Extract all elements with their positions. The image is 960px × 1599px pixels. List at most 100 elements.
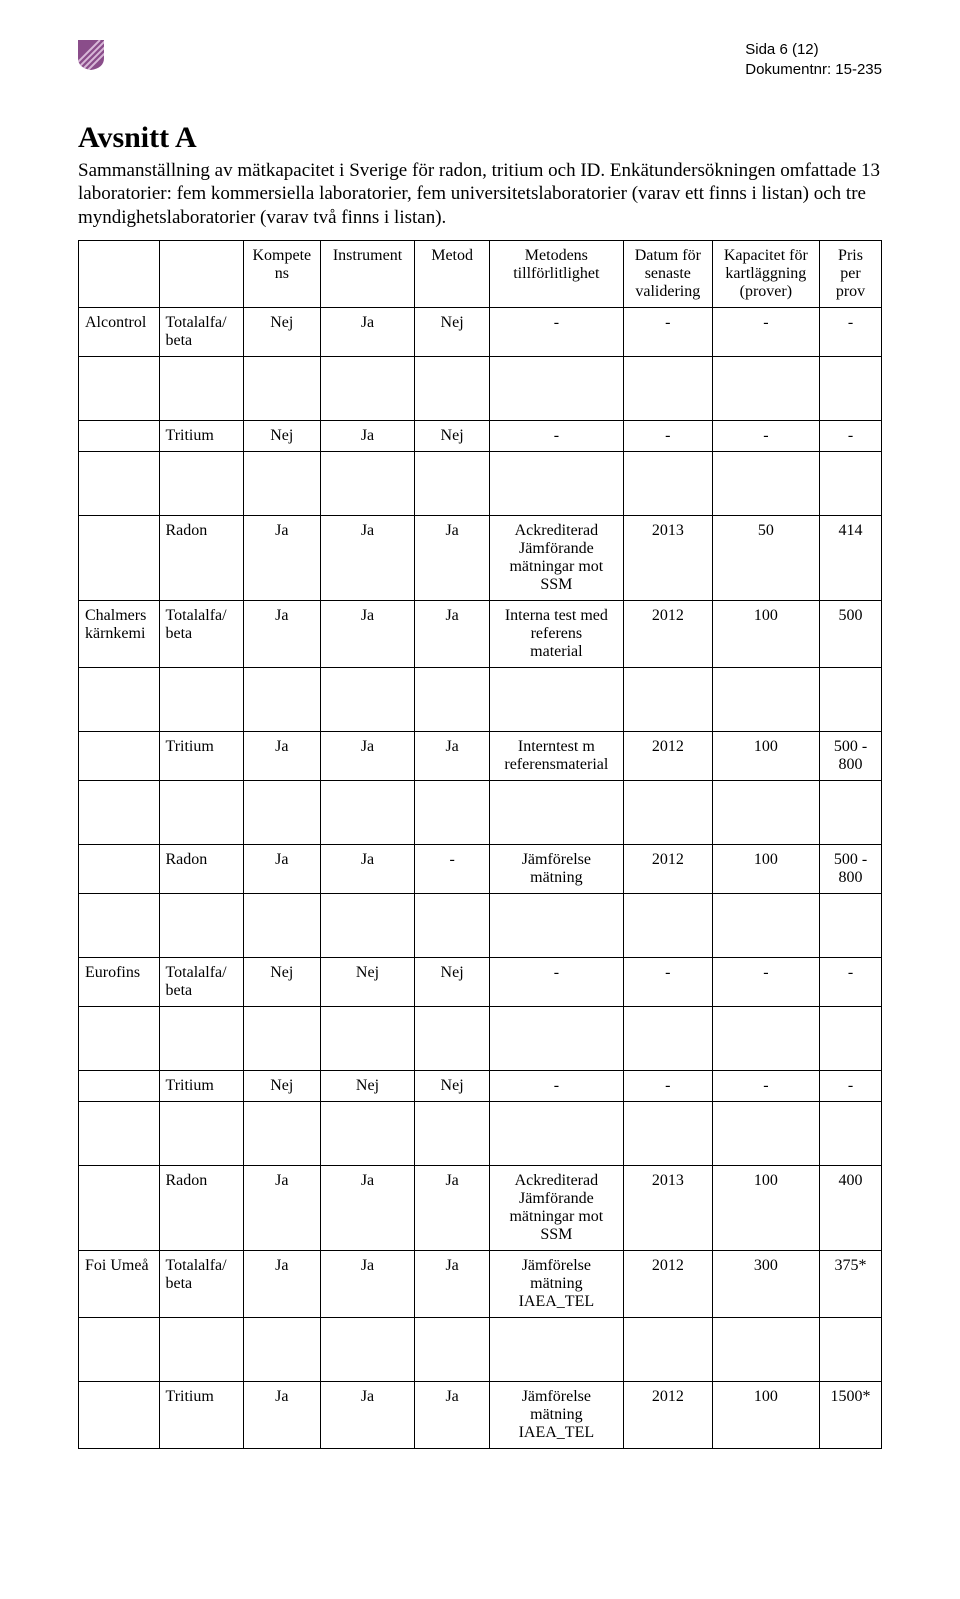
spacer-cell	[159, 667, 244, 731]
spacer-cell	[79, 451, 160, 515]
cell-kompetens: Nej	[244, 1070, 320, 1101]
table-row: TritiumNejJaNej----	[79, 420, 882, 451]
cell-pris: -	[820, 307, 882, 356]
cell-param: Radon	[159, 1165, 244, 1250]
shield-logo-icon	[78, 40, 104, 70]
cell-param: Totalalfa/beta	[159, 600, 244, 667]
table-row: RadonJaJa-Jämförelsemätning2012100500 -8…	[79, 844, 882, 893]
cell-kap: -	[712, 420, 819, 451]
spacer-cell	[712, 451, 819, 515]
cell-kap: 100	[712, 1381, 819, 1448]
cell-kap: 300	[712, 1250, 819, 1317]
spacer-cell	[712, 667, 819, 731]
table-spacer-row	[79, 893, 882, 957]
table-row: EurofinsTotalalfa/betaNejNejNej----	[79, 957, 882, 1006]
spacer-cell	[79, 893, 160, 957]
table-spacer-row	[79, 356, 882, 420]
cell-lab: Alcontrol	[79, 307, 160, 356]
table-row: RadonJaJaJaAckrediteradJämförandemätning…	[79, 515, 882, 600]
spacer-cell	[415, 893, 489, 957]
spacer-cell	[244, 356, 320, 420]
spacer-cell	[623, 451, 712, 515]
cell-rel: Interntest mreferensmaterial	[489, 731, 623, 780]
cell-lab	[79, 1165, 160, 1250]
cell-metod: Ja	[415, 731, 489, 780]
cell-instrument: Ja	[320, 600, 415, 667]
cell-param: Tritium	[159, 420, 244, 451]
cell-instrument: Ja	[320, 420, 415, 451]
cell-date: -	[623, 957, 712, 1006]
cell-kompetens: Ja	[244, 844, 320, 893]
cell-lab	[79, 515, 160, 600]
cell-date: 2012	[623, 1381, 712, 1448]
cell-metod: Ja	[415, 1250, 489, 1317]
cell-param: Tritium	[159, 1070, 244, 1101]
spacer-cell	[415, 780, 489, 844]
cell-rel: AckrediteradJämförandemätningar motSSM	[489, 1165, 623, 1250]
spacer-cell	[623, 1317, 712, 1381]
cell-param: Tritium	[159, 731, 244, 780]
spacer-cell	[712, 356, 819, 420]
cell-lab: Chalmerskärnkemi	[79, 600, 160, 667]
spacer-cell	[623, 1006, 712, 1070]
spacer-cell	[320, 1101, 415, 1165]
spacer-cell	[712, 1101, 819, 1165]
cell-instrument: Nej	[320, 957, 415, 1006]
cell-metod: Nej	[415, 307, 489, 356]
cell-instrument: Ja	[320, 515, 415, 600]
table-row: TritiumJaJaJaJämförelsemätningIAEA_TEL20…	[79, 1381, 882, 1448]
spacer-cell	[623, 356, 712, 420]
spacer-cell	[320, 356, 415, 420]
cell-rel: -	[489, 307, 623, 356]
cell-date: -	[623, 307, 712, 356]
spacer-cell	[244, 1006, 320, 1070]
spacer-cell	[244, 667, 320, 731]
cell-kompetens: Ja	[244, 1381, 320, 1448]
cell-instrument: Nej	[320, 1070, 415, 1101]
cell-rel: Jämförelsemätning	[489, 844, 623, 893]
col-header-kap: Kapacitet förkartläggning(prover)	[712, 240, 819, 307]
spacer-cell	[320, 1006, 415, 1070]
cell-kompetens: Ja	[244, 1165, 320, 1250]
table-row: RadonJaJaJaAckrediteradJämförandemätning…	[79, 1165, 882, 1250]
col-header-metod: Metod	[415, 240, 489, 307]
cell-param: Radon	[159, 844, 244, 893]
cell-metod: Ja	[415, 600, 489, 667]
spacer-cell	[159, 1101, 244, 1165]
spacer-cell	[820, 356, 882, 420]
cell-pris: -	[820, 1070, 882, 1101]
cell-pris: -	[820, 957, 882, 1006]
table-spacer-row	[79, 1006, 882, 1070]
cell-date: 2013	[623, 515, 712, 600]
section-intro: Sammanställning av mätkapacitet i Sverig…	[78, 159, 882, 230]
cell-pris: 500 -800	[820, 844, 882, 893]
spacer-cell	[489, 780, 623, 844]
col-header-lab	[79, 240, 160, 307]
table-row: Foi UmeåTotalalfa/betaJaJaJaJämförelsemä…	[79, 1250, 882, 1317]
cell-kap: -	[712, 957, 819, 1006]
spacer-cell	[489, 1317, 623, 1381]
cell-date: -	[623, 1070, 712, 1101]
cell-lab	[79, 844, 160, 893]
spacer-cell	[79, 1006, 160, 1070]
cell-kap: 100	[712, 844, 819, 893]
table-header-row: KompetensInstrumentMetodMetodenstillförl…	[79, 240, 882, 307]
cell-pris: 500	[820, 600, 882, 667]
cell-param: Totalalfa/beta	[159, 307, 244, 356]
cell-rel: -	[489, 420, 623, 451]
spacer-cell	[79, 356, 160, 420]
cell-rel: -	[489, 1070, 623, 1101]
spacer-cell	[489, 1006, 623, 1070]
cell-instrument: Ja	[320, 1250, 415, 1317]
table-row: TritiumNejNejNej----	[79, 1070, 882, 1101]
spacer-cell	[320, 1317, 415, 1381]
cell-param: Radon	[159, 515, 244, 600]
cell-kompetens: Ja	[244, 600, 320, 667]
spacer-cell	[820, 1101, 882, 1165]
table-row: AlcontrolTotalalfa/betaNejJaNej----	[79, 307, 882, 356]
cell-rel: -	[489, 957, 623, 1006]
cell-pris: 500 -800	[820, 731, 882, 780]
col-header-rel: Metodenstillförlitlighet	[489, 240, 623, 307]
header-meta: Sida 6 (12) Dokumentnr: 15-235	[745, 40, 882, 81]
table-spacer-row	[79, 780, 882, 844]
